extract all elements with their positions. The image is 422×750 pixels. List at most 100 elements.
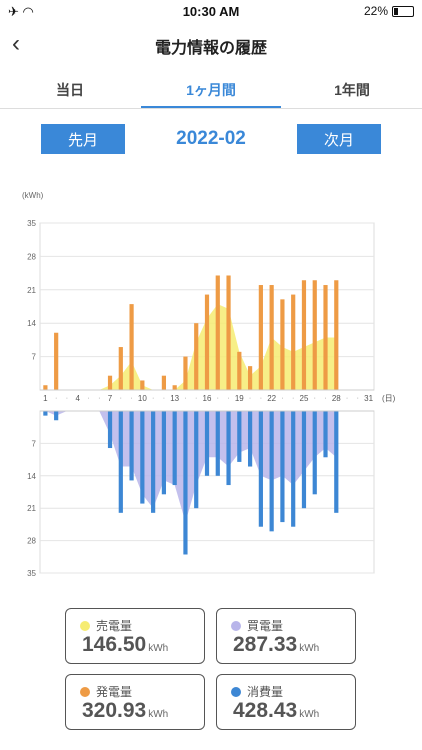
status-left-icons: ✈ ◠ [8, 4, 34, 19]
generated-bar [247, 366, 253, 390]
month-navigation: 先月 2022-02 次月 [0, 124, 422, 156]
generated-bar [161, 375, 167, 390]
period-tabs: 当日 1ヶ月間 1年間 [0, 72, 422, 109]
bought-area [45, 411, 337, 523]
x-tick-label: 28 [332, 394, 341, 403]
x-tick-dot: · [152, 395, 154, 402]
x-tick-dot: · [184, 395, 186, 402]
x-tick-dot: · [249, 395, 251, 402]
generated-bar [280, 299, 285, 390]
x-tick-dot: · [217, 395, 219, 402]
x-tick-dot: · [281, 395, 283, 402]
tab-year[interactable]: 1年間 [334, 82, 370, 98]
header: ‹ 電力情報の履歴 [0, 24, 422, 64]
x-tick-dot: · [292, 395, 294, 402]
x-tick-dot: · [98, 395, 100, 402]
y-tick-label: 14 [27, 472, 36, 481]
generated-bar [323, 285, 328, 390]
sold-area [45, 304, 337, 390]
consumed-bar [204, 411, 210, 476]
page-title: 電力情報の履歴 [154, 40, 267, 57]
y-tick-label: 14 [27, 319, 36, 328]
generated-bar [301, 280, 307, 390]
consumed-bar [280, 411, 285, 523]
status-time: 10:30 AM [182, 4, 240, 19]
x-tick-label: 1 [43, 394, 48, 403]
consumed-bar [258, 411, 263, 527]
status-bar: ✈ ◠ 10:30 AM 22% [0, 0, 422, 24]
y-tick-label: 7 [32, 439, 37, 448]
x-tick-label: 7 [108, 394, 113, 403]
consumed-bar [247, 411, 253, 467]
consumed-bar [323, 411, 328, 458]
card-value: 146.50 [82, 633, 147, 656]
x-tick-dot: · [260, 395, 262, 402]
x-tick-dot: · [227, 395, 229, 402]
generated-dot-icon [80, 686, 90, 697]
card-unit: kWh [299, 643, 320, 654]
generated-bar [334, 280, 339, 390]
consumed-bar [269, 411, 274, 532]
x-tick-dot: · [324, 395, 326, 402]
status-right: 22% [364, 4, 414, 18]
generated-bar [291, 294, 296, 390]
x-tick-label: 16 [203, 394, 212, 403]
consumed-bar [226, 411, 231, 486]
y-tick-label: 28 [27, 252, 36, 261]
card-label: 買電量 [247, 619, 284, 633]
generated-bar [237, 351, 242, 390]
generated-bar [183, 356, 188, 390]
card-unit: kWh [148, 709, 169, 720]
x-tick-dot: · [120, 395, 122, 402]
next-month-button[interactable]: 次月 [297, 124, 381, 154]
y-tick-label: 21 [27, 504, 36, 513]
x-tick-label: 13 [170, 394, 179, 403]
card-value: 320.93 [82, 699, 147, 722]
consumed-bar [312, 411, 317, 495]
consumed-bar [301, 411, 307, 509]
card-value: 428.43 [233, 699, 298, 722]
battery-icon [392, 5, 414, 17]
x-unit-label: (日) [382, 394, 396, 403]
x-tick-dot: · [55, 395, 57, 402]
generated-bar [54, 332, 59, 390]
consumed-bar [140, 411, 145, 504]
current-month: 2022-02 [176, 128, 246, 149]
consumed-bar [43, 411, 48, 416]
tab-today[interactable]: 当日 [56, 82, 84, 98]
consumed-bar [194, 411, 199, 509]
generated-bar [258, 285, 263, 390]
generated-bar [140, 380, 145, 390]
consumed-bar [183, 411, 188, 555]
x-tick-label: 4 [75, 394, 80, 403]
card-label: 発電量 [96, 685, 133, 699]
x-tick-dot: · [130, 395, 132, 402]
chevron-left-icon[interactable]: ‹ [12, 30, 20, 57]
generated-bar [215, 275, 220, 390]
generated-bar [172, 385, 177, 390]
card-consumed-power: 消費量 428.43 kWh [216, 674, 356, 730]
generated-bar [194, 323, 199, 390]
y-unit-label: (kWh) [22, 191, 44, 200]
x-tick-dot: · [357, 395, 359, 402]
x-tick-label: 19 [235, 394, 244, 403]
generated-bar [312, 280, 317, 390]
card-unit: kWh [299, 709, 320, 720]
x-tick-dot: · [314, 395, 316, 402]
x-tick-label: 25 [300, 394, 309, 403]
x-tick-dot: · [87, 395, 89, 402]
x-tick-dot: · [66, 395, 68, 402]
consumed-bar [129, 411, 134, 481]
card-sold-power: 売電量 146.50 kWh [65, 608, 205, 664]
y-tick-label: 35 [27, 569, 36, 578]
consumed-bar [54, 411, 59, 421]
card-bought-power: 買電量 287.33 kWh [216, 608, 356, 664]
generated-bar [107, 375, 113, 390]
tab-month[interactable]: 1ヶ月間 [141, 72, 281, 108]
y-tick-label: 28 [27, 537, 36, 546]
sold-dot-icon [80, 620, 90, 631]
y-tick-label: 35 [27, 219, 36, 228]
prev-month-button[interactable]: 先月 [41, 124, 125, 154]
card-value: 287.33 [233, 633, 298, 656]
